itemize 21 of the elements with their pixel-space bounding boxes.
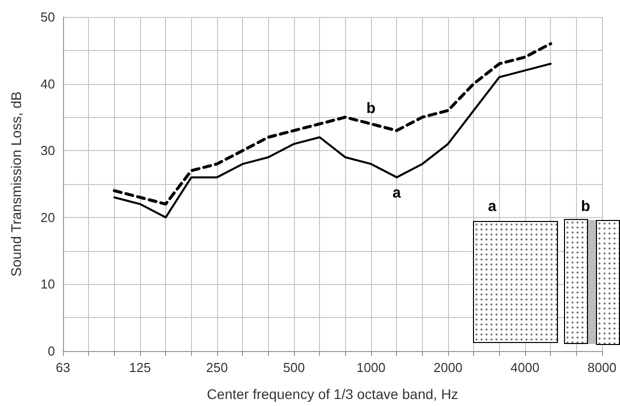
x-axis-title: Center frequency of 1/3 octave band, Hz bbox=[206, 386, 458, 402]
x-tick-label: 125 bbox=[129, 360, 151, 375]
y-tick-label: 0 bbox=[48, 344, 55, 358]
x-tick-label: 500 bbox=[283, 360, 305, 375]
x-tick-label: 2000 bbox=[434, 360, 462, 375]
x-tick-label: 1000 bbox=[356, 360, 386, 375]
y-tick-label: 30 bbox=[40, 143, 55, 158]
y-tick-label: 20 bbox=[40, 210, 55, 225]
y-tick-label: 40 bbox=[40, 76, 55, 92]
annotation: a bbox=[488, 198, 496, 215]
x-tick-label: 250 bbox=[206, 360, 228, 375]
y-tick-label: 50 bbox=[40, 10, 55, 24]
x-tick-label: 63 bbox=[56, 360, 70, 375]
x-tick-label: 8000 bbox=[588, 360, 616, 375]
y-axis-title: Sound Transmission Loss, dB bbox=[8, 91, 24, 277]
annotation: b bbox=[581, 198, 590, 215]
series-label: a bbox=[392, 184, 402, 202]
y-tick-label: 10 bbox=[40, 276, 55, 292]
x-tick-label: 4000 bbox=[510, 360, 540, 375]
line-series bbox=[113, 62, 552, 218]
series-label: b bbox=[366, 100, 376, 117]
